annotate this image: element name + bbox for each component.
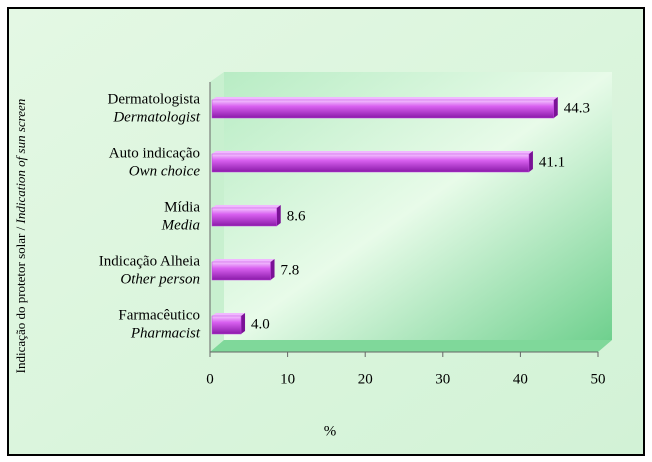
bar-top [212, 313, 246, 316]
bar-side [528, 151, 533, 172]
value-label: 41.1 [539, 154, 565, 170]
x-axis-label: % [324, 423, 337, 439]
bar [211, 153, 530, 173]
x-tick-label: 40 [513, 371, 528, 387]
bar-side [241, 313, 246, 334]
bar-side [270, 259, 275, 280]
bar-top [212, 151, 533, 154]
floor [210, 340, 612, 352]
category-label-en: Pharmacist [130, 325, 201, 341]
category-label-en: Media [161, 217, 200, 233]
category-label-en: Dermatologist [112, 109, 201, 125]
category-label: Auto indicação [109, 145, 200, 161]
y-axis-label: Indicação do protetor solar / Indication… [13, 99, 28, 374]
x-tick-label: 50 [591, 371, 606, 387]
category-label-en: Other person [120, 271, 200, 287]
category-label: Dermatologista [108, 91, 201, 107]
x-tick-label: 30 [435, 371, 450, 387]
category-label: Mídia [164, 199, 200, 215]
bar-top [212, 205, 281, 208]
x-tick-label: 20 [358, 371, 373, 387]
category-label: Farmacêutico [118, 307, 200, 323]
x-tick-label: 10 [280, 371, 295, 387]
bar [211, 99, 555, 119]
category-label: Indicação Alheia [99, 253, 201, 269]
value-label: 8.6 [287, 208, 306, 224]
bar [211, 261, 271, 281]
bar-side [553, 97, 558, 118]
bar [211, 207, 277, 227]
value-label: 44.3 [564, 100, 590, 116]
category-label-en: Own choice [129, 163, 201, 179]
bar-top [212, 259, 275, 262]
y-label-en: Indication of sun screen [13, 99, 28, 225]
bar [211, 315, 242, 335]
y-label-pt: Indicação do protetor solar / [13, 226, 28, 373]
value-label: 7.8 [281, 262, 300, 278]
bar-side [276, 205, 281, 226]
value-label: 4.0 [251, 316, 270, 332]
x-tick-label: 0 [206, 371, 214, 387]
bar-top [212, 97, 558, 100]
